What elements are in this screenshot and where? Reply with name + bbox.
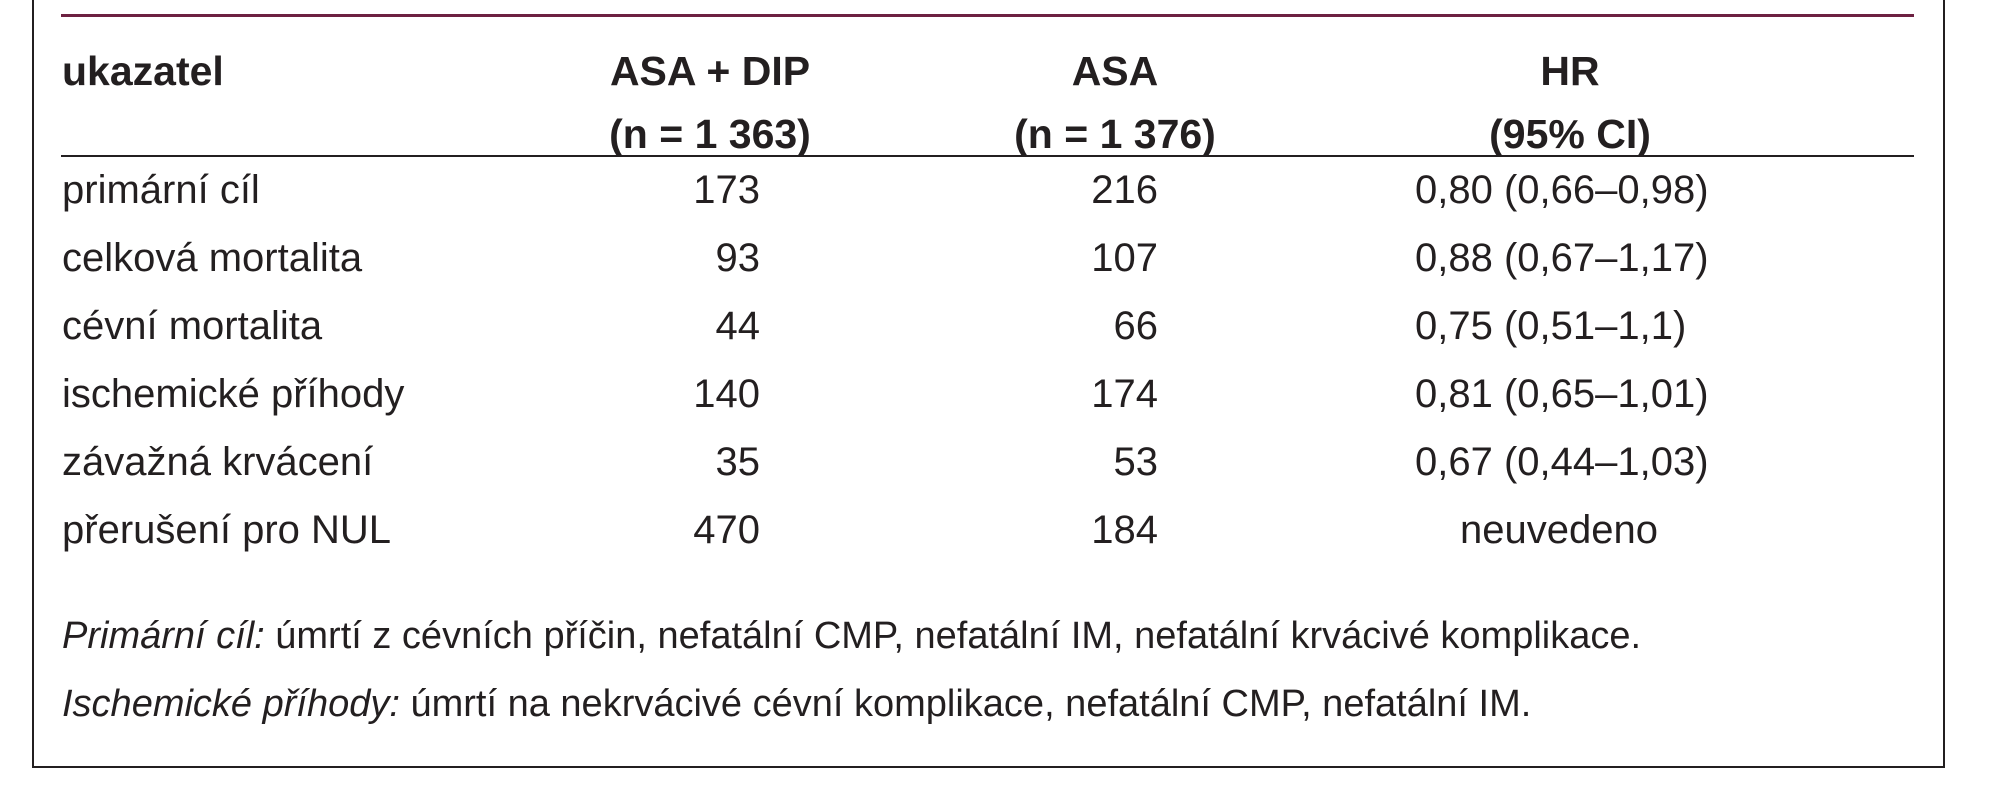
row-hr: neuvedeno <box>1460 508 1658 552</box>
row-label: závažná krvácení <box>62 440 374 484</box>
row-asa: 216 <box>1091 168 1158 212</box>
row-asa-dip: 470 <box>693 508 760 552</box>
footnote-ischemic: Ischemické příhody: úmrtí na nekrvácivé … <box>62 680 1531 728</box>
table-frame <box>32 0 1945 768</box>
header-asa-dip-line2: (n = 1 363) <box>609 111 811 157</box>
header-hr: HR (95% CI) <box>1390 40 1750 166</box>
row-label: ischemické příhody <box>62 372 405 416</box>
footnote-term: Primární cíl: <box>62 615 265 657</box>
header-asa-line2: (n = 1 376) <box>1014 111 1216 157</box>
row-asa-dip: 140 <box>693 372 760 416</box>
header-asa-line1: ASA <box>1071 48 1159 94</box>
footnote-primary: Primární cíl: úmrtí z cévních příčin, ne… <box>62 612 1641 660</box>
row-label: celková mortalita <box>62 236 363 280</box>
row-asa: 184 <box>1091 508 1158 552</box>
table-top-rule <box>61 14 1914 17</box>
row-label: primární cíl <box>62 168 260 212</box>
row-asa: 66 <box>1113 304 1159 348</box>
row-asa-dip: 93 <box>715 236 761 280</box>
row-asa: 53 <box>1113 440 1159 484</box>
row-hr: 0,75 (0,51–1,1) <box>1415 304 1687 348</box>
header-asa: ASA (n = 1 376) <box>965 40 1265 166</box>
row-asa-dip: 44 <box>715 304 761 348</box>
header-asa-dip-line1: ASA + DIP <box>609 48 811 94</box>
header-label: ukazatel <box>62 48 224 94</box>
row-asa: 107 <box>1091 236 1158 280</box>
row-asa: 174 <box>1091 372 1158 416</box>
header-hr-line1: HR <box>1540 48 1600 94</box>
row-asa-dip: 35 <box>715 440 761 484</box>
footnote-term: Ischemické příhody: <box>62 683 400 725</box>
row-hr: 0,67 (0,44–1,03) <box>1415 440 1709 484</box>
footnote-text: úmrtí z cévních příčin, nefatální CMP, n… <box>264 615 1642 657</box>
header-asa-dip: ASA + DIP (n = 1 363) <box>560 40 860 166</box>
footnote-text: úmrtí na nekrvácivé cévní komplikace, ne… <box>399 683 1532 725</box>
row-hr: 0,88 (0,67–1,17) <box>1415 236 1709 280</box>
row-hr: 0,81 (0,65–1,01) <box>1415 372 1709 416</box>
row-asa-dip: 173 <box>693 168 760 212</box>
row-label: přerušení pro NUL <box>62 508 392 552</box>
header-divider <box>61 155 1914 157</box>
header-hr-line2: (95% CI) <box>1489 111 1651 157</box>
row-label: cévní mortalita <box>62 304 323 348</box>
row-hr: 0,80 (0,66–0,98) <box>1415 168 1709 212</box>
